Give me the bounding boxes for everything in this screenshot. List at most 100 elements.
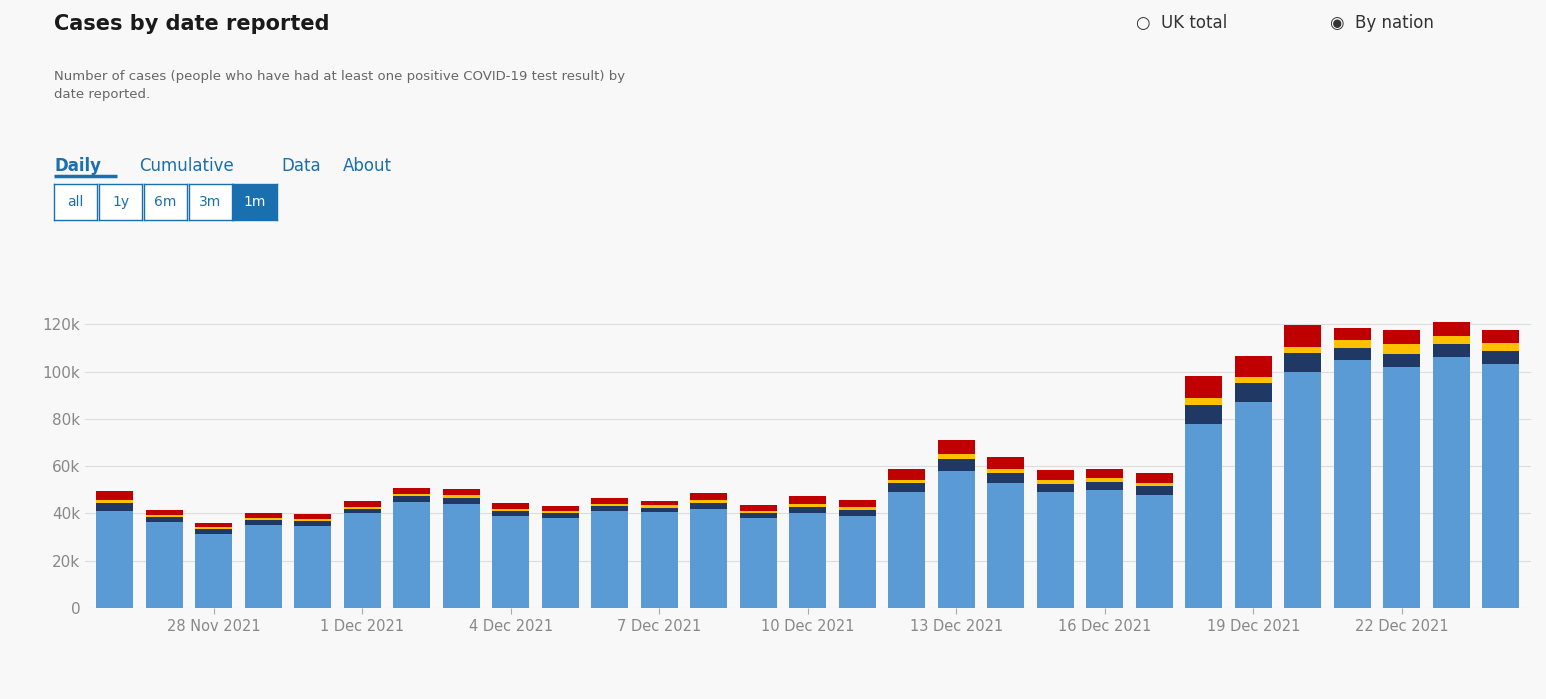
Bar [690,500,727,503]
Bar [294,526,331,608]
Bar [1037,470,1074,480]
Bar [690,493,727,500]
Bar [393,493,430,496]
Bar [1136,483,1173,487]
Bar [988,457,1025,469]
Bar [1235,383,1272,403]
Bar [442,489,479,496]
Bar [1037,484,1074,492]
Bar [788,514,827,608]
Bar [938,471,976,608]
Bar [1087,468,1124,478]
Bar [1136,495,1173,608]
Bar [1334,360,1371,608]
Bar [690,503,727,509]
Bar [145,515,182,517]
Text: Data: Data [281,157,322,175]
Text: Cases by date reported: Cases by date reported [54,14,329,34]
Bar [1334,328,1371,340]
Bar [1235,377,1272,383]
Bar [1136,473,1173,483]
Text: Number of cases (people who have had at least one positive COVID-19 test result): Number of cases (people who have had at … [54,70,625,101]
Bar [393,488,430,493]
Bar [988,473,1025,483]
Bar [96,503,133,511]
Bar [492,509,529,511]
Bar [591,498,628,504]
Bar [788,504,827,507]
Bar [1186,405,1223,424]
Bar [1285,326,1322,347]
Bar [145,517,182,521]
Bar [1087,490,1124,608]
Bar [1186,376,1223,398]
Bar [889,469,926,480]
Bar [541,514,578,518]
Bar [938,459,976,471]
Bar [1433,345,1470,357]
Bar [145,521,182,608]
Bar [1334,340,1371,348]
Bar [839,510,877,516]
Bar [393,502,430,608]
Bar [96,491,133,500]
Bar [640,507,677,512]
Bar [1285,352,1322,372]
Bar [1186,398,1223,405]
Bar [788,496,827,504]
Bar [640,500,677,505]
Bar [640,505,677,507]
Text: About: About [343,157,393,175]
Bar [1384,345,1421,354]
Text: 6m: 6m [155,195,176,209]
Bar [442,504,479,608]
Bar [1285,347,1322,352]
Bar [492,503,529,509]
Bar [1285,372,1322,608]
Bar [1037,492,1074,608]
Bar [393,496,430,502]
Bar [988,469,1025,473]
Bar [839,507,877,510]
Bar [244,526,281,608]
Bar [195,523,232,527]
Text: 3m: 3m [199,195,221,209]
Bar [1483,364,1520,608]
Bar [640,512,677,608]
Bar [1483,352,1520,364]
Bar [195,533,232,608]
Text: ○  UK total: ○ UK total [1136,14,1228,32]
Bar [1087,482,1124,490]
Bar [1087,478,1124,482]
Bar [1136,487,1173,495]
Bar [1384,330,1421,345]
Text: ◉  By nation: ◉ By nation [1330,14,1433,32]
Bar [442,498,479,504]
Bar [195,527,232,529]
Bar [739,513,776,518]
Bar [541,518,578,608]
Text: 1y: 1y [111,195,130,209]
Bar [244,520,281,526]
Bar [889,483,926,492]
Bar [1186,424,1223,608]
Bar [988,483,1025,608]
Bar [1235,403,1272,608]
Text: 1m: 1m [244,195,266,209]
Bar [889,480,926,483]
Bar [442,496,479,498]
Bar [1483,343,1520,352]
Bar [343,514,380,608]
Bar [788,507,827,514]
Bar [591,511,628,608]
Bar [145,510,182,515]
Bar [739,511,776,513]
Bar [492,516,529,608]
Text: Daily: Daily [54,157,100,175]
Bar [839,516,877,608]
Bar [739,505,776,511]
Bar [294,514,331,519]
Text: all: all [68,195,83,209]
Bar [492,511,529,516]
Bar [195,529,232,533]
